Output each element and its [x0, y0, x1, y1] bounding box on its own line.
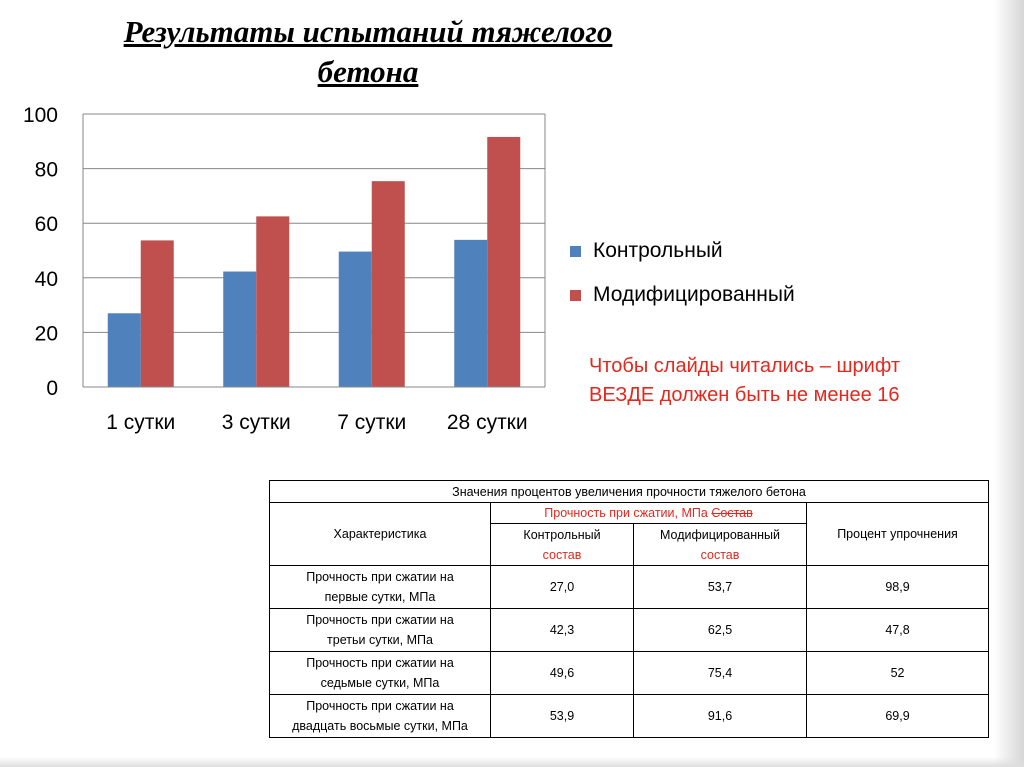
- slide-title-line-2: бетона: [317, 54, 419, 89]
- x-tick-label: 28 сутки: [447, 411, 528, 434]
- bar-control: [338, 251, 372, 387]
- slide-edge-shadow: [994, 0, 1024, 767]
- table-row: Прочность при сжатии на двадцать восьмые …: [269, 694, 990, 738]
- subheader-modified-composition: состав: [700, 547, 740, 562]
- legend-label-control: Контрольный: [593, 239, 723, 262]
- x-tick-label: 3 сутки: [222, 411, 291, 434]
- bar-modified: [256, 216, 290, 387]
- header-strength-struck: Состав: [711, 506, 753, 520]
- row-characteristic: Прочность при сжатии на третьи сутки, МПа: [269, 608, 491, 652]
- x-tick-label: 1 сутки: [106, 411, 175, 434]
- row-control-value: 42,3: [490, 608, 634, 652]
- table-row: Прочность при сжатии на третьи сутки, МПа…: [269, 608, 990, 652]
- legend-item-control: Контрольный: [570, 229, 795, 273]
- row-percent-value: 52: [805, 651, 990, 695]
- y-tick-label: 60: [35, 213, 58, 236]
- header-characteristic: Характеристика: [269, 502, 491, 566]
- row-characteristic-line-1: Прочность при сжатии на: [306, 570, 454, 584]
- header-strength: Прочность при сжатии, МПа Состав: [490, 502, 807, 524]
- strength-table: Значения процентов увеличения прочности …: [268, 480, 990, 738]
- x-tick-label: 7 сутки: [337, 411, 406, 434]
- row-characteristic-line-2: седьмые сутки, МПа: [320, 676, 440, 690]
- row-characteristic-line-1: Прочность при сжатии на: [306, 613, 454, 627]
- subheader-control-composition: состав: [542, 547, 582, 562]
- y-tick-label: 40: [35, 268, 58, 291]
- bar-control: [223, 271, 257, 387]
- chart-legend: Контрольный Модифицированный: [570, 229, 795, 317]
- table-row: Прочность при сжатии на первые сутки, МПа…: [269, 565, 990, 609]
- table-caption: Значения процентов увеличения прочности …: [268, 480, 990, 503]
- row-characteristic-line-2: первые сутки, МПа: [324, 590, 436, 604]
- subheader-modified: Модифицированный состав: [633, 523, 807, 566]
- y-tick-label: 100: [23, 104, 58, 127]
- row-characteristic: Прочность при сжатии на двадцать восьмые …: [269, 694, 491, 738]
- y-tick-label: 0: [46, 377, 58, 400]
- slide-bottom-shadow: [0, 757, 1024, 767]
- row-modified-value: 53,7: [633, 565, 807, 609]
- row-modified-value: 91,6: [633, 694, 807, 738]
- bar-modified: [487, 136, 521, 387]
- font-size-note: Чтобы слайды читались – шрифт ВЕЗДЕ долж…: [589, 352, 900, 410]
- row-characteristic: Прочность при сжатии на седьмые сутки, МП…: [269, 651, 491, 695]
- row-characteristic-line-1: Прочность при сжатии на: [306, 699, 454, 713]
- slide-title-line-1: Результаты испытаний тяжелого: [123, 14, 613, 49]
- row-percent-value: 69,9: [805, 694, 990, 738]
- slide-title: Результаты испытаний тяжелого бетона: [88, 12, 648, 92]
- header-percent: Процент упрочнения: [805, 502, 990, 566]
- legend-swatch-control: [570, 245, 581, 257]
- row-percent-value: 47,8: [805, 608, 990, 652]
- row-control-value: 49,6: [490, 651, 634, 695]
- legend-label-modified: Модифицированный: [593, 283, 795, 306]
- bar-modified: [371, 181, 405, 387]
- legend-swatch-modified: [570, 289, 581, 301]
- row-modified-value: 75,4: [633, 651, 807, 695]
- subheader-control: Контрольный состав: [490, 523, 634, 566]
- bar-control: [107, 313, 141, 387]
- row-modified-value: 62,5: [633, 608, 807, 652]
- row-percent-value: 98,9: [805, 565, 990, 609]
- row-characteristic-line-2: третьи сутки, МПа: [327, 633, 433, 647]
- row-control-value: 53,9: [490, 694, 634, 738]
- row-control-value: 27,0: [490, 565, 634, 609]
- row-characteristic: Прочность при сжатии на первые сутки, МПа: [269, 565, 491, 609]
- row-characteristic-line-1: Прочность при сжатии на: [306, 656, 454, 670]
- subheader-modified-label: Модифицированный: [659, 527, 781, 542]
- legend-item-modified: Модифицированный: [570, 273, 795, 317]
- note-line-1: Чтобы слайды читались – шрифт: [589, 355, 901, 377]
- bar-modified: [140, 240, 174, 387]
- y-tick-label: 80: [35, 159, 58, 182]
- table-row: Прочность при сжатии на седьмые сутки, МП…: [269, 651, 990, 695]
- note-line-2: ВЕЗДЕ должен быть не менее 16: [589, 384, 900, 406]
- subheader-control-label: Контрольный: [523, 527, 601, 542]
- y-tick-label: 20: [35, 322, 58, 345]
- bar-chart: 0 20 40 60 80 100 1 сутки 3 сутки 7 сутки 28 сутк…: [23, 104, 546, 434]
- header-strength-label: Прочность при сжатии, МПа: [544, 506, 708, 520]
- row-characteristic-line-2: двадцать восьмые сутки, МПа: [292, 719, 468, 733]
- bar-control: [454, 239, 488, 387]
